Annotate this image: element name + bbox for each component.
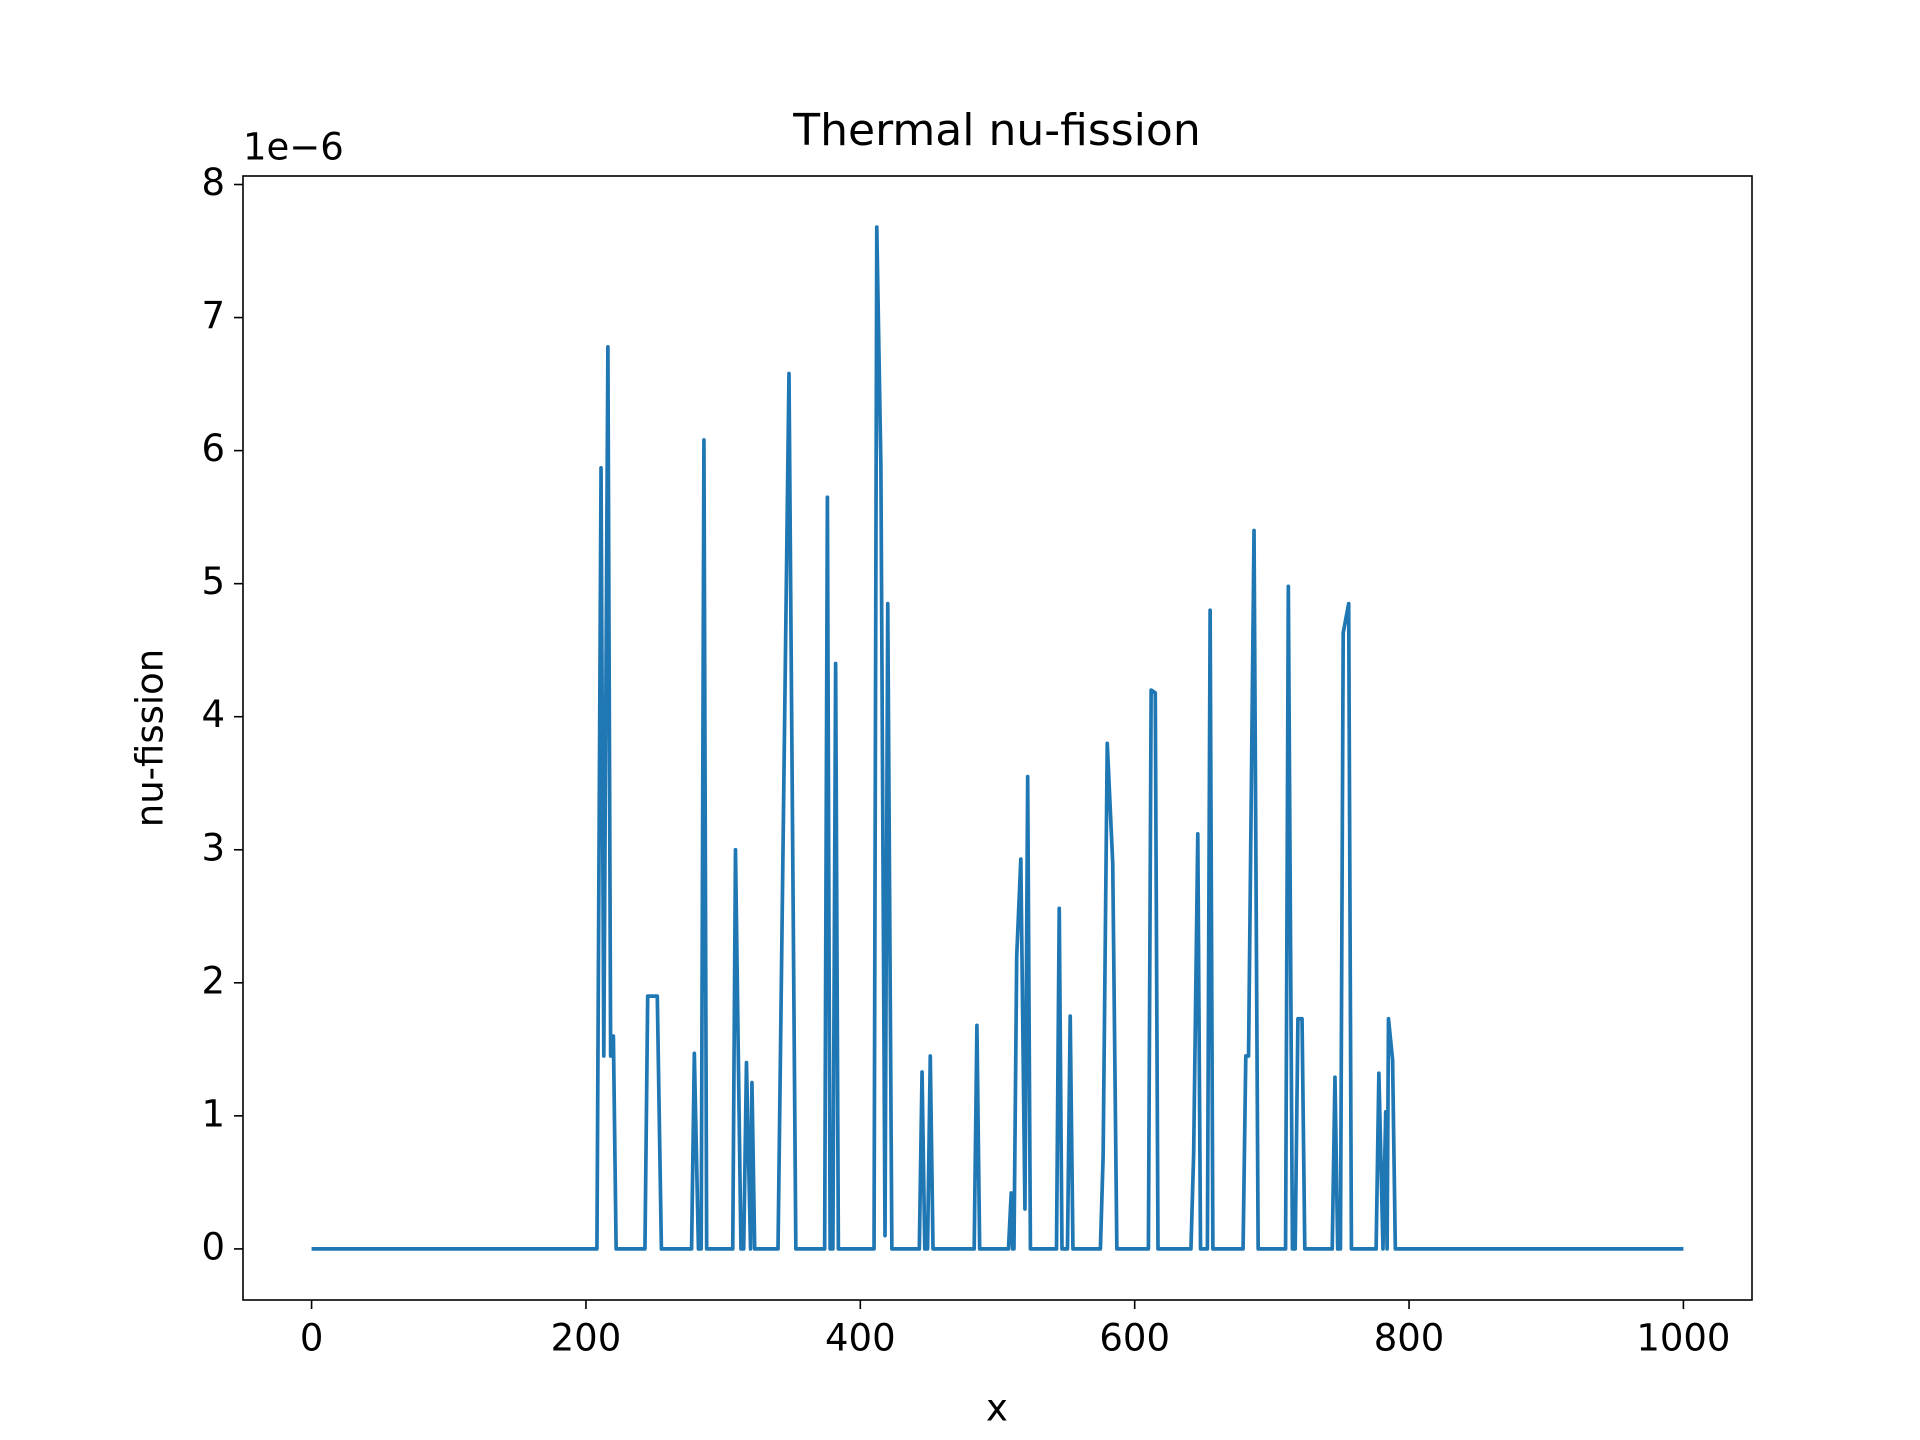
y-tick-label: 5 (201, 560, 225, 603)
chart-title: Thermal nu-fission (792, 105, 1200, 156)
x-tick-label: 0 (300, 1317, 324, 1360)
y-tick-label: 3 (201, 826, 225, 869)
y-tick-label: 1 (201, 1092, 225, 1135)
y-tick-label: 6 (201, 427, 225, 470)
x-tick-label: 400 (825, 1317, 896, 1360)
x-tick-label: 800 (1374, 1317, 1445, 1360)
x-tick-label: 200 (551, 1317, 622, 1360)
x-axis-label: x (986, 1387, 1008, 1430)
y-tick-label: 0 (201, 1225, 225, 1268)
y-tick-label: 2 (201, 959, 225, 1002)
x-tick-label: 1000 (1636, 1317, 1730, 1360)
data-line (311, 225, 1684, 1251)
y-tick-label: 4 (201, 693, 225, 736)
y-offset-label: 1e−6 (243, 126, 344, 169)
y-tick-label: 8 (201, 161, 225, 204)
plot-frame (242, 175, 1753, 1301)
y-tick-label: 7 (201, 294, 225, 337)
x-tick-label: 600 (1099, 1317, 1170, 1360)
y-axis-label: nu-fission (129, 649, 172, 827)
